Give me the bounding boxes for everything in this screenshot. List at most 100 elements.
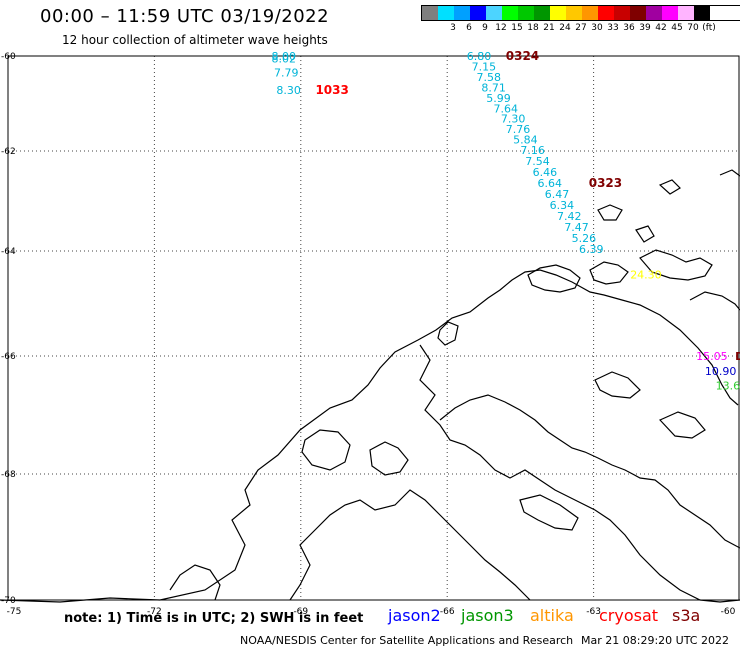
lon-label: -60 bbox=[721, 607, 736, 617]
swh-value: 5.84 bbox=[513, 134, 538, 147]
legend-swatch bbox=[678, 6, 694, 20]
fjord-2 bbox=[519, 494, 579, 531]
swh-value: 7.42 bbox=[557, 210, 582, 223]
legend-label: 9 bbox=[482, 23, 488, 33]
lat-label: -64 bbox=[1, 247, 16, 257]
lon-label: -69 bbox=[293, 607, 308, 617]
island-9 bbox=[689, 291, 740, 311]
swh-value: 8.00 bbox=[272, 50, 297, 63]
swh-value: 7.79 bbox=[274, 67, 299, 80]
swh-value: 5.26 bbox=[572, 232, 597, 245]
legend-label: (ft) bbox=[702, 23, 716, 33]
alexander-island bbox=[169, 564, 221, 601]
legend-swatch bbox=[582, 6, 598, 20]
legend-swatch bbox=[646, 6, 662, 20]
legend-label: 42 bbox=[655, 23, 667, 33]
swh-value: 7.54 bbox=[525, 155, 550, 168]
lat-label: -66 bbox=[1, 352, 16, 362]
legend-swatch bbox=[486, 6, 502, 20]
legend-swatch bbox=[662, 6, 678, 20]
island-1 bbox=[527, 264, 581, 293]
fjord-4 bbox=[658, 411, 706, 439]
legend-label: 12 bbox=[495, 23, 507, 33]
satellite-cryosat: cryosat bbox=[599, 606, 659, 625]
legend-swatch bbox=[534, 6, 550, 20]
wave-height-legend: 3 6 9 12 15 18 21 24 27 30 33 36 39 42 45 70 (ft) bbox=[421, 5, 740, 33]
track-id-label: 0323 bbox=[589, 176, 622, 190]
legend-label: 30 bbox=[591, 23, 603, 33]
swh-value: 6.39 bbox=[579, 243, 604, 256]
island-2 bbox=[589, 261, 629, 285]
legend-swatch bbox=[614, 6, 630, 20]
legend-labels: 3 6 9 12 15 18 21 24 27 30 33 36 39 42 45 70 (ft) bbox=[421, 21, 740, 33]
satellite-s3a: s3a bbox=[672, 606, 701, 625]
legend-label: 18 bbox=[527, 23, 539, 33]
lon-label: -63 bbox=[586, 607, 601, 617]
legend-label: 33 bbox=[607, 23, 619, 33]
fjord-1 bbox=[369, 441, 409, 476]
legend-swatch bbox=[694, 6, 710, 20]
island-7 bbox=[437, 321, 459, 346]
footer-note: note: 1) Time is in UTC; 2) SWH is in fe… bbox=[64, 611, 364, 626]
swh-value: 7.16 bbox=[520, 144, 545, 157]
legend-swatch bbox=[470, 6, 486, 20]
legend-label: 27 bbox=[575, 23, 587, 33]
swh-value: 7.30 bbox=[501, 113, 526, 126]
swh-value: 7.47 bbox=[564, 221, 589, 234]
legend-swatch bbox=[598, 6, 614, 20]
swh-value: 7.76 bbox=[506, 123, 531, 136]
swh-value: 8.30 bbox=[276, 84, 301, 97]
swh-value: 15.05 bbox=[696, 350, 728, 363]
lon-label: -66 bbox=[440, 607, 455, 617]
legend-label: 36 bbox=[623, 23, 635, 33]
island-3 bbox=[639, 249, 713, 281]
lat-label: -70 bbox=[1, 596, 16, 606]
lat-label: -62 bbox=[1, 147, 16, 157]
legend-color-bar bbox=[421, 5, 740, 21]
gulf-coast bbox=[439, 394, 740, 549]
lon-label: -75 bbox=[7, 607, 22, 617]
swh-value: 7.15 bbox=[472, 60, 497, 73]
peninsula-coastline bbox=[0, 269, 739, 603]
legend-swatch bbox=[454, 6, 470, 20]
satellite-jason3: jason3 bbox=[461, 606, 514, 625]
legend-swatch bbox=[550, 6, 566, 20]
credit-line: NOAA/NESDIS Center for Satellite Applica… bbox=[240, 634, 574, 647]
altimeter-tracks: 8.008.02 7.79 8.30 6.807.157.588.715.997.64… bbox=[272, 49, 740, 393]
swh-value: 8.71 bbox=[481, 81, 506, 94]
track-id-label: 0324 bbox=[506, 49, 539, 63]
swh-value: 13.60 bbox=[716, 380, 740, 393]
legend-swatch bbox=[438, 6, 454, 20]
graticule bbox=[7, 55, 740, 601]
island-6 bbox=[719, 169, 740, 177]
swh-value: 5.99 bbox=[486, 92, 511, 105]
swh-value: 24.30 bbox=[630, 269, 662, 282]
legend-label: 24 bbox=[559, 23, 571, 33]
lon-label: -72 bbox=[147, 607, 162, 617]
swh-value: 6.46 bbox=[533, 166, 558, 179]
legend-swatch bbox=[566, 6, 582, 20]
swh-value: 6.34 bbox=[550, 199, 575, 212]
legend-swatch bbox=[502, 6, 518, 20]
map-frame bbox=[7, 55, 740, 601]
swh-value: 8.02 bbox=[272, 52, 297, 65]
legend-swatch bbox=[630, 6, 646, 20]
legend-label: 70 bbox=[687, 23, 699, 33]
legend-label: 15 bbox=[511, 23, 523, 33]
chart-subtitle: 12 hour collection of altimeter wave hei… bbox=[62, 33, 328, 47]
lat-label: -60 bbox=[1, 52, 16, 62]
swh-value: 10.90 bbox=[705, 365, 737, 378]
generated-timestamp: Mar 21 08:29:20 UTC 2022 bbox=[581, 634, 729, 647]
legend-swatch bbox=[422, 6, 438, 20]
satellite-altika: altika bbox=[530, 606, 574, 625]
satellite-jason2: jason2 bbox=[388, 606, 441, 625]
swh-value: 6.64 bbox=[537, 177, 562, 190]
swh-value: 6.47 bbox=[545, 188, 570, 201]
fjord-3 bbox=[594, 371, 641, 399]
swh-value: 7.58 bbox=[476, 71, 501, 84]
legend-label: 6 bbox=[466, 23, 472, 33]
legend-swatch bbox=[518, 6, 534, 20]
chart-title: 00:00 – 11:59 UTC 03/19/2022 bbox=[40, 6, 330, 27]
adelaide-island bbox=[301, 429, 351, 471]
